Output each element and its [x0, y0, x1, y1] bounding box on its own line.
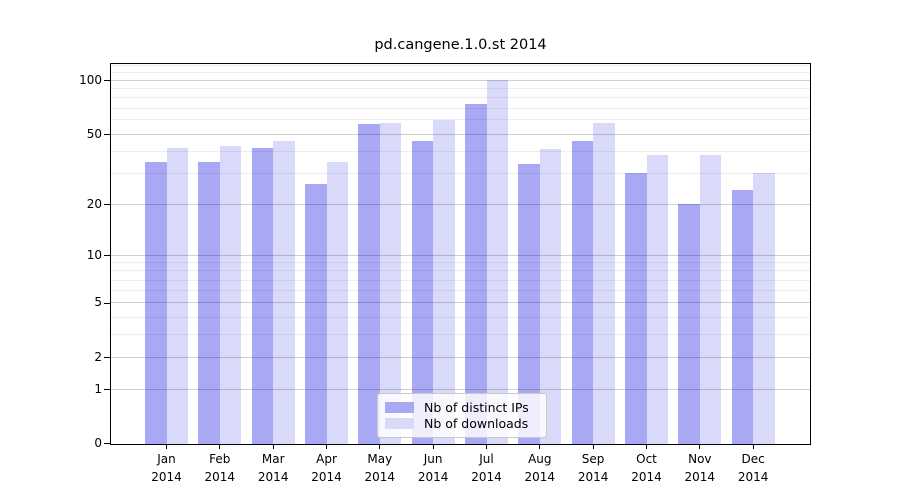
y-tick-mark — [104, 204, 110, 205]
y-tick-mark — [104, 80, 110, 82]
x-tick-label: May 2014 — [365, 451, 396, 486]
x-tick-year: 2014 — [577, 469, 609, 484]
bar-distinct-ips — [625, 173, 647, 444]
x-tick-year: 2014 — [364, 469, 396, 484]
bar-downloads — [753, 173, 775, 444]
x-tick-label: Dec 2014 — [738, 451, 769, 486]
x-tick-label: Jun 2014 — [418, 451, 449, 486]
x-tick-mark — [326, 444, 327, 449]
bar-downloads — [379, 122, 402, 444]
x-tick-mark — [646, 444, 647, 449]
legend-row-downloads: Nb of downloads — [385, 416, 538, 433]
x-tick-year: 2014 — [471, 469, 502, 484]
x-tick-mark — [432, 444, 434, 449]
x-tick-month: Nov — [688, 452, 712, 466]
x-tick-label: Feb 2014 — [205, 451, 236, 486]
x-tick-year: 2014 — [631, 469, 662, 484]
x-tick-month: Aug — [528, 452, 552, 466]
bar-downloads — [433, 119, 455, 444]
x-tick-label: Apr 2014 — [311, 451, 342, 486]
x-tick-month: Feb — [209, 452, 231, 466]
x-tick-label: Mar 2014 — [258, 451, 289, 486]
bar-downloads — [646, 155, 668, 444]
x-tick-year: 2014 — [737, 469, 769, 484]
x-tick-month: Oct — [636, 452, 657, 466]
x-tick-year: 2014 — [311, 469, 342, 484]
y-tick-label: 50 — [86, 126, 102, 141]
bar-downloads — [273, 140, 295, 444]
legend-swatch-distinct-ips-icon — [385, 401, 414, 413]
x-tick-month: Apr — [316, 452, 337, 466]
x-tick-mark — [699, 444, 701, 449]
bar-downloads — [699, 155, 722, 444]
bar-downloads — [539, 149, 562, 444]
y-tick-mark — [104, 302, 110, 304]
x-tick-year: 2014 — [417, 469, 449, 484]
x-tick-mark — [272, 444, 274, 449]
bar-distinct-ips — [465, 103, 487, 444]
y-tick-label: 10 — [86, 247, 102, 262]
x-tick-mark — [379, 444, 381, 449]
bar-distinct-ips — [358, 123, 380, 444]
x-tick-month: Mar — [261, 452, 285, 466]
bar-downloads — [486, 80, 508, 444]
y-tick-mark — [104, 255, 110, 256]
legend: Nb of distinct IPs Nb of downloads — [377, 393, 547, 438]
x-tick-mark — [486, 444, 487, 449]
legend-row-distinct-ips: Nb of distinct IPs — [385, 399, 538, 416]
x-tick-year: 2014 — [151, 469, 182, 484]
bar-downloads — [593, 122, 615, 444]
bars-layer — [111, 64, 810, 444]
x-tick-month: May — [367, 452, 393, 466]
x-tick-mark — [592, 444, 594, 449]
x-tick-month: Sep — [581, 452, 605, 466]
y-tick-label: 2 — [94, 349, 102, 364]
y-tick-mark — [104, 357, 110, 359]
plot-area: Nb of distinct IPs Nb of downloads 0 1 2 5 1… — [79, 63, 811, 484]
legend-label-distinct-ips: Nb of distinct IPs — [424, 399, 529, 415]
legend-label-downloads: Nb of downloads — [424, 416, 529, 432]
x-tick-year: 2014 — [257, 469, 289, 484]
bar-distinct-ips — [571, 140, 594, 444]
bar-downloads — [166, 147, 188, 444]
x-tick-label: Oct 2014 — [631, 451, 662, 486]
x-tick-year: 2014 — [524, 469, 556, 484]
bar-distinct-ips — [251, 147, 274, 444]
bar-distinct-ips — [518, 163, 540, 444]
y-tick-mark — [104, 389, 110, 391]
x-tick-label: Jan 2014 — [151, 451, 182, 486]
chart-title: pd.cangene.1.0.st 2014 — [374, 37, 547, 53]
bar-downloads — [326, 161, 348, 444]
x-tick-label: Nov 2014 — [685, 451, 716, 486]
x-tick-label: Sep 2014 — [578, 451, 609, 486]
x-tick-month: Dec — [741, 452, 765, 466]
x-tick-month: Jan — [157, 452, 176, 466]
x-tick-month: Jun — [423, 452, 443, 466]
x-tick-label: Aug 2014 — [525, 451, 556, 486]
bar-distinct-ips — [411, 140, 434, 444]
x-tick-year: 2014 — [684, 469, 716, 484]
bar-distinct-ips — [731, 190, 754, 444]
y-tick-label: 0 — [94, 435, 102, 450]
x-tick-mark — [166, 444, 167, 449]
x-tick-mark — [219, 444, 221, 449]
bar-downloads — [219, 145, 242, 444]
y-tick-label: 1 — [94, 381, 102, 396]
legend-swatch-downloads-icon — [385, 418, 414, 430]
y-tick-mark — [104, 134, 110, 135]
y-tick-mark — [104, 443, 110, 444]
x-tick-year: 2014 — [204, 469, 236, 484]
x-tick-month: Jul — [479, 452, 494, 466]
y-tick-label: 100 — [79, 72, 102, 87]
x-tick-label: Jul 2014 — [471, 451, 502, 486]
bar-distinct-ips — [145, 161, 167, 444]
bar-distinct-ips — [678, 204, 700, 444]
bar-distinct-ips — [305, 184, 327, 444]
y-tick-label: 5 — [94, 295, 102, 310]
x-tick-mark — [539, 444, 541, 449]
y-tick-label: 20 — [86, 196, 102, 211]
x-tick-mark — [752, 444, 754, 449]
bar-distinct-ips — [198, 161, 220, 444]
